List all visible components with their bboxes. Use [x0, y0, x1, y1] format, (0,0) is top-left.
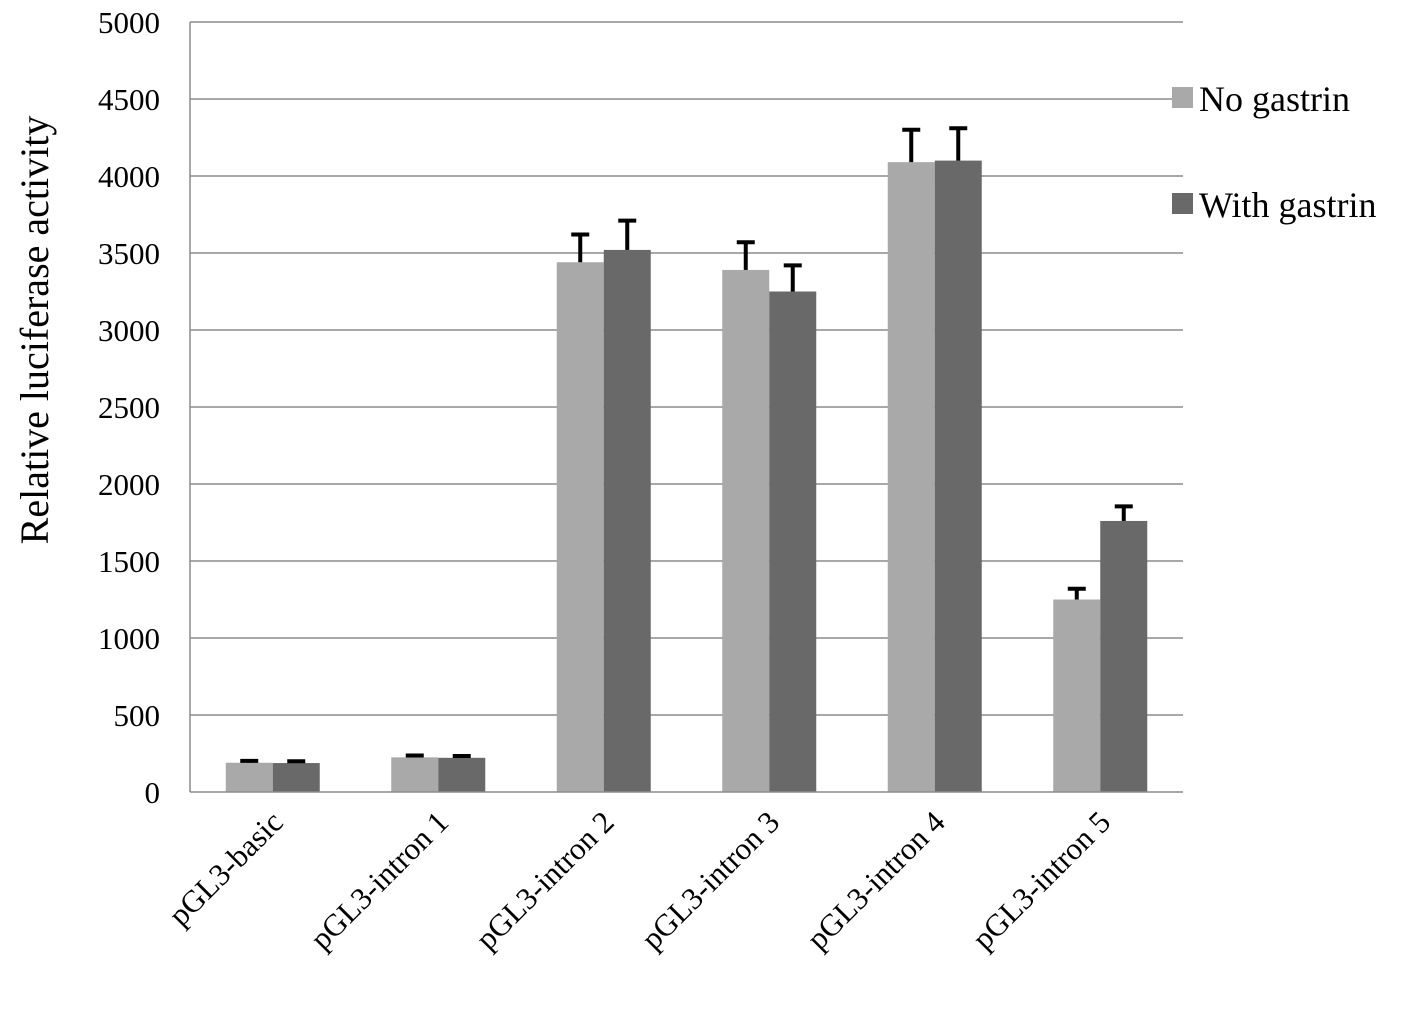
x-category-label-4: pGL3-intron 3 [634, 804, 786, 956]
y-tick-label-2000: 2000 [98, 467, 160, 502]
bar-no-gastrin-1 [225, 762, 273, 792]
error-bars [240, 126, 1133, 764]
y-tick-label-4000: 4000 [98, 159, 160, 194]
y-tick-labels: 0 500 1000 1500 2000 2500 3000 3500 4000 4500 5000 [98, 5, 160, 810]
y-tick-label-1000: 1000 [98, 621, 160, 656]
bar-no-gastrin-2 [391, 757, 439, 792]
y-axis-title: Relative luciferase activity [12, 116, 57, 545]
y-tick-label-3500: 3500 [98, 236, 160, 271]
legend: No gastrin With gastrin [1172, 79, 1377, 225]
bar-with-gastrin-5 [934, 160, 982, 793]
legend-label-2: With gastrin [1199, 185, 1377, 225]
y-tick-label-1500: 1500 [98, 544, 160, 579]
y-tick-label-3000: 3000 [98, 313, 160, 348]
y-tick-label-5000: 5000 [98, 5, 160, 40]
x-category-labels: pGL3-basic pGL3-intron 1 pGL3-intron 2 pGL3… [161, 804, 1117, 956]
y-tick-label-2500: 2500 [98, 390, 160, 425]
bars [225, 160, 1148, 793]
bar-with-gastrin-2 [438, 757, 486, 792]
x-category-label-3: pGL3-intron 2 [469, 804, 621, 956]
y-tick-label-0: 0 [145, 775, 161, 810]
bar-with-gastrin-4 [769, 291, 817, 792]
bar-no-gastrin-6 [1053, 599, 1101, 792]
x-category-label-1: pGL3-basic [161, 804, 289, 932]
legend-label-1: No gastrin [1199, 79, 1350, 119]
x-category-label-5: pGL3-intron 4 [800, 804, 952, 956]
x-category-label-6: pGL3-intron 5 [965, 804, 1117, 956]
axes [189, 22, 1183, 793]
gridlines [190, 21, 1183, 716]
bar-no-gastrin-5 [887, 162, 935, 792]
x-category-label-2: pGL3-intron 1 [303, 804, 455, 956]
legend-swatch-2 [1172, 193, 1193, 214]
bar-no-gastrin-4 [722, 269, 770, 792]
bar-with-gastrin-1 [272, 763, 320, 792]
y-tick-label-500: 500 [114, 698, 161, 733]
bar-with-gastrin-6 [1100, 520, 1148, 792]
bar-with-gastrin-3 [603, 249, 651, 793]
legend-swatch-1 [1172, 87, 1193, 108]
y-tick-label-4500: 4500 [98, 82, 160, 117]
bar-no-gastrin-3 [556, 262, 604, 792]
